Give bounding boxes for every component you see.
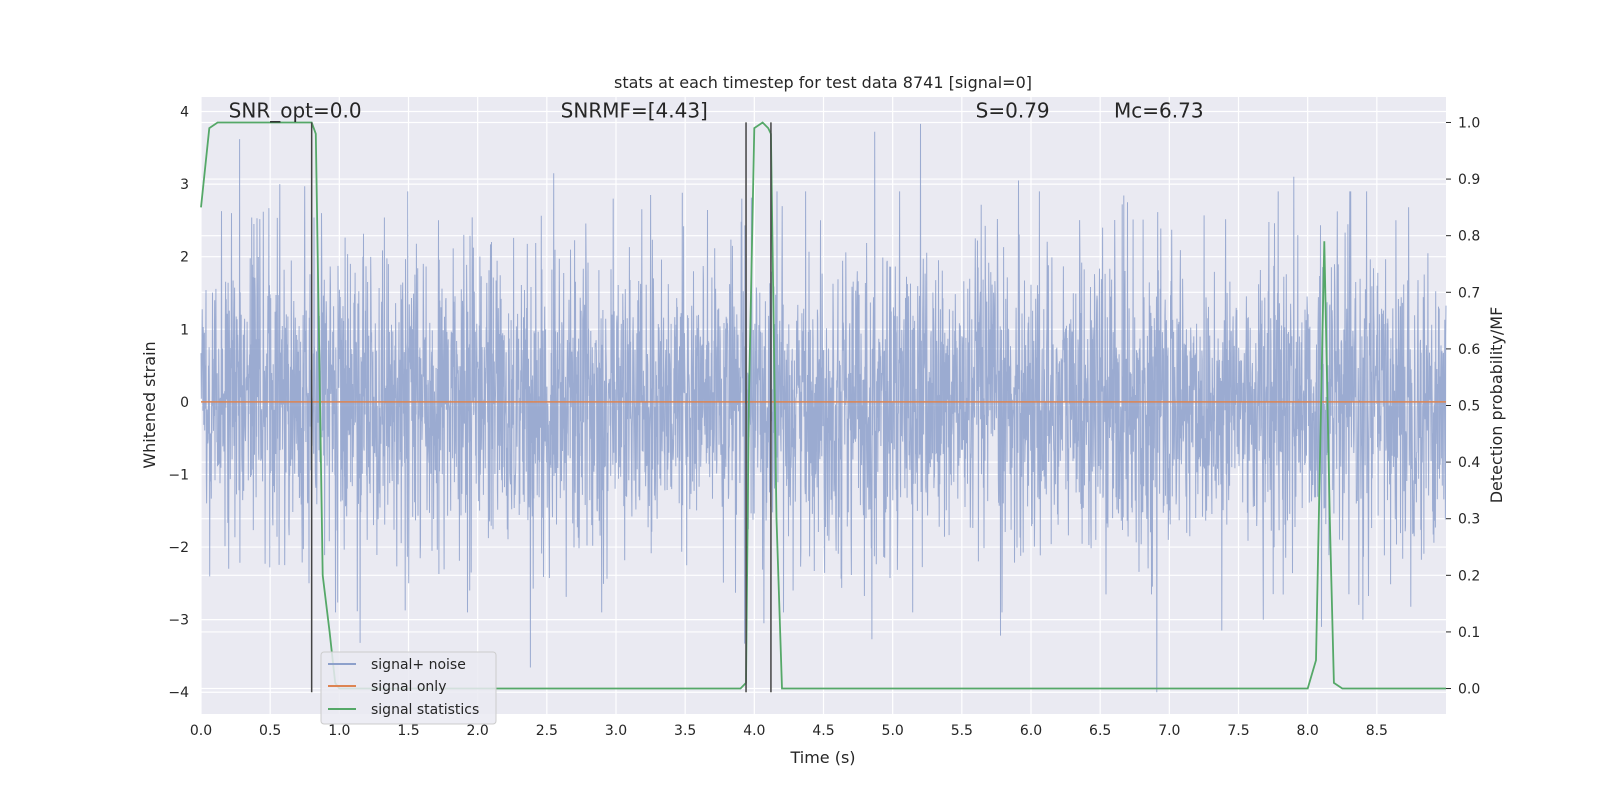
y-right-tick-label-9: 0.9 bbox=[1458, 172, 1480, 188]
series-signal-statistics-line bbox=[200, 121, 1446, 690]
y-right-tick-label-0: 0.0 bbox=[1458, 682, 1480, 698]
x-tick-label-16: 8.0 bbox=[1297, 723, 1319, 739]
x-tick-label-10: 5.0 bbox=[882, 723, 904, 739]
x-tick-label-3: 1.5 bbox=[397, 723, 419, 739]
x-tick-label-5: 2.5 bbox=[536, 723, 558, 739]
y-right-tick-label-6: 0.6 bbox=[1458, 342, 1480, 358]
x-tick-label-7: 3.5 bbox=[674, 723, 696, 739]
y-axis-label-right: Detection probability/MF bbox=[1487, 307, 1506, 504]
x-tick-label-11: 5.5 bbox=[951, 723, 973, 739]
y-right-tick-label-3: 0.3 bbox=[1458, 512, 1480, 528]
x-axis-label: Time (s) bbox=[789, 748, 855, 767]
y-right-tick-label-1: 0.1 bbox=[1458, 625, 1480, 641]
y-left-tick-label-3: −1 bbox=[168, 467, 189, 483]
legend: signal+ noise signal only signal statist… bbox=[320, 651, 497, 725]
x-tick-label-2: 1.0 bbox=[328, 723, 350, 739]
annotation-2: S=0.79 bbox=[976, 99, 1050, 123]
y-left-tick-label-7: 3 bbox=[180, 177, 189, 193]
x-tick-label-17: 8.5 bbox=[1366, 723, 1388, 739]
x-tick-label-1: 0.5 bbox=[259, 723, 281, 739]
x-tick-label-0: 0.0 bbox=[190, 723, 212, 739]
y-right-tick-label-7: 0.7 bbox=[1458, 285, 1480, 301]
x-tick-label-9: 4.5 bbox=[812, 723, 834, 739]
legend-label-signal-only: signal only bbox=[371, 679, 446, 695]
series-signal-noise-line bbox=[200, 123, 1447, 693]
y-left-tick-label-2: −2 bbox=[168, 540, 189, 556]
signal-noise-series bbox=[200, 123, 1447, 693]
y-left-tick-label-0: −4 bbox=[168, 685, 189, 701]
y-axis-label-left: Whitened strain bbox=[140, 341, 159, 468]
legend-label-signal-noise: signal+ noise bbox=[371, 657, 466, 673]
line-series bbox=[200, 121, 1446, 690]
annotation-1: SNRMF=[4.43] bbox=[561, 99, 708, 123]
annotations: SNR_opt=0.0 SNRMF=[4.43] S=0.79 Mc=6.73 bbox=[229, 99, 1204, 123]
x-tick-label-14: 7.0 bbox=[1158, 723, 1180, 739]
x-tick-label-15: 7.5 bbox=[1227, 723, 1249, 739]
annotation-3: Mc=6.73 bbox=[1114, 99, 1204, 123]
x-tick-label-6: 3.0 bbox=[605, 723, 627, 739]
x-tick-label-13: 6.5 bbox=[1089, 723, 1111, 739]
y-left-tick-label-8: 4 bbox=[180, 105, 189, 121]
y-left-tick-label-4: 0 bbox=[180, 395, 189, 411]
chart-title: stats at each timestep for test data 874… bbox=[614, 73, 1032, 92]
y-left-tick-label-5: 1 bbox=[180, 322, 189, 338]
y-left-tick-label-1: −3 bbox=[168, 613, 189, 629]
legend-label-signal-statistics: signal statistics bbox=[371, 702, 479, 718]
y-left-tick-label-6: 2 bbox=[180, 250, 189, 266]
y-right-tick-label-4: 0.4 bbox=[1458, 455, 1480, 471]
x-tick-label-8: 4.0 bbox=[743, 723, 765, 739]
y-right-tick-label-8: 0.8 bbox=[1458, 229, 1480, 245]
tick-labels: 0.0 0.5 1.0 1.5 2.0 2.5 3.0 3.5 4.0 4.5 5.0 5.5 6.0 6… bbox=[168, 105, 1480, 739]
y-right-tick-label-10: 1.0 bbox=[1458, 115, 1480, 131]
y-right-tick-label-5: 0.5 bbox=[1458, 399, 1480, 415]
y-right-tick-label-2: 0.2 bbox=[1458, 568, 1480, 584]
x-tick-label-12: 6.0 bbox=[1020, 723, 1042, 739]
x-tick-label-4: 2.0 bbox=[467, 723, 489, 739]
legend-box bbox=[320, 651, 497, 725]
vertical-markers bbox=[310, 122, 772, 693]
annotation-0: SNR_opt=0.0 bbox=[229, 99, 362, 123]
